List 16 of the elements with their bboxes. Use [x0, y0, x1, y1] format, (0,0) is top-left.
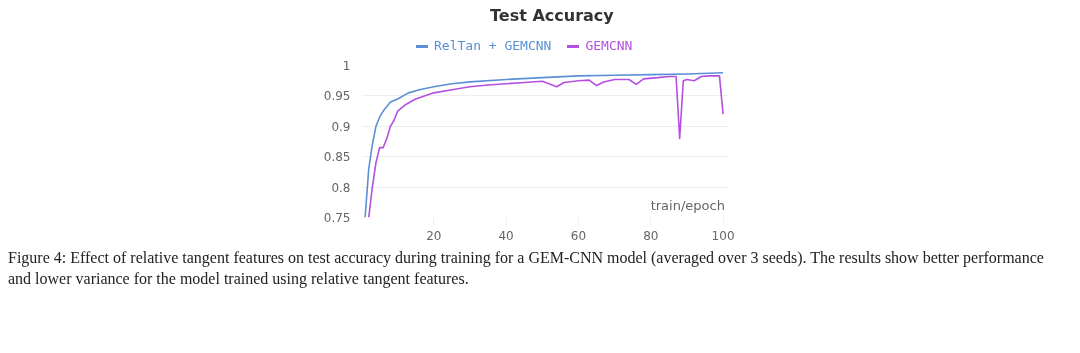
- y-tick-label: 0.75: [323, 211, 351, 225]
- y-tick-label: 1: [342, 59, 351, 73]
- x-tick-label: 60: [570, 228, 587, 243]
- y-tick-label: 0.85: [323, 150, 351, 165]
- x-tick-label: 40: [498, 228, 514, 243]
- x-tick-label: 100: [711, 228, 735, 243]
- y-tick-label: 0.95: [323, 89, 351, 104]
- chart-title: Test Accuracy: [490, 5, 614, 27]
- y-tick-label: 0.9: [331, 119, 351, 134]
- x-tick-label: 80: [643, 228, 659, 243]
- legend-label: GEMCNN: [585, 38, 633, 53]
- legend-label: RelTan + GEMCNN: [434, 38, 552, 53]
- x-tick-label: 20: [426, 228, 442, 243]
- y-tick-label: 0.8: [331, 180, 351, 195]
- x-axis-title: train/epoch: [650, 198, 725, 214]
- caption: Figure 4: Effect of relative tangent features on test accuracy during training for a GEM-CNN model (averaged over 3 seeds). The results show better performance and lower variance for the model trained using relative tangent features.: [8, 248, 1045, 289]
